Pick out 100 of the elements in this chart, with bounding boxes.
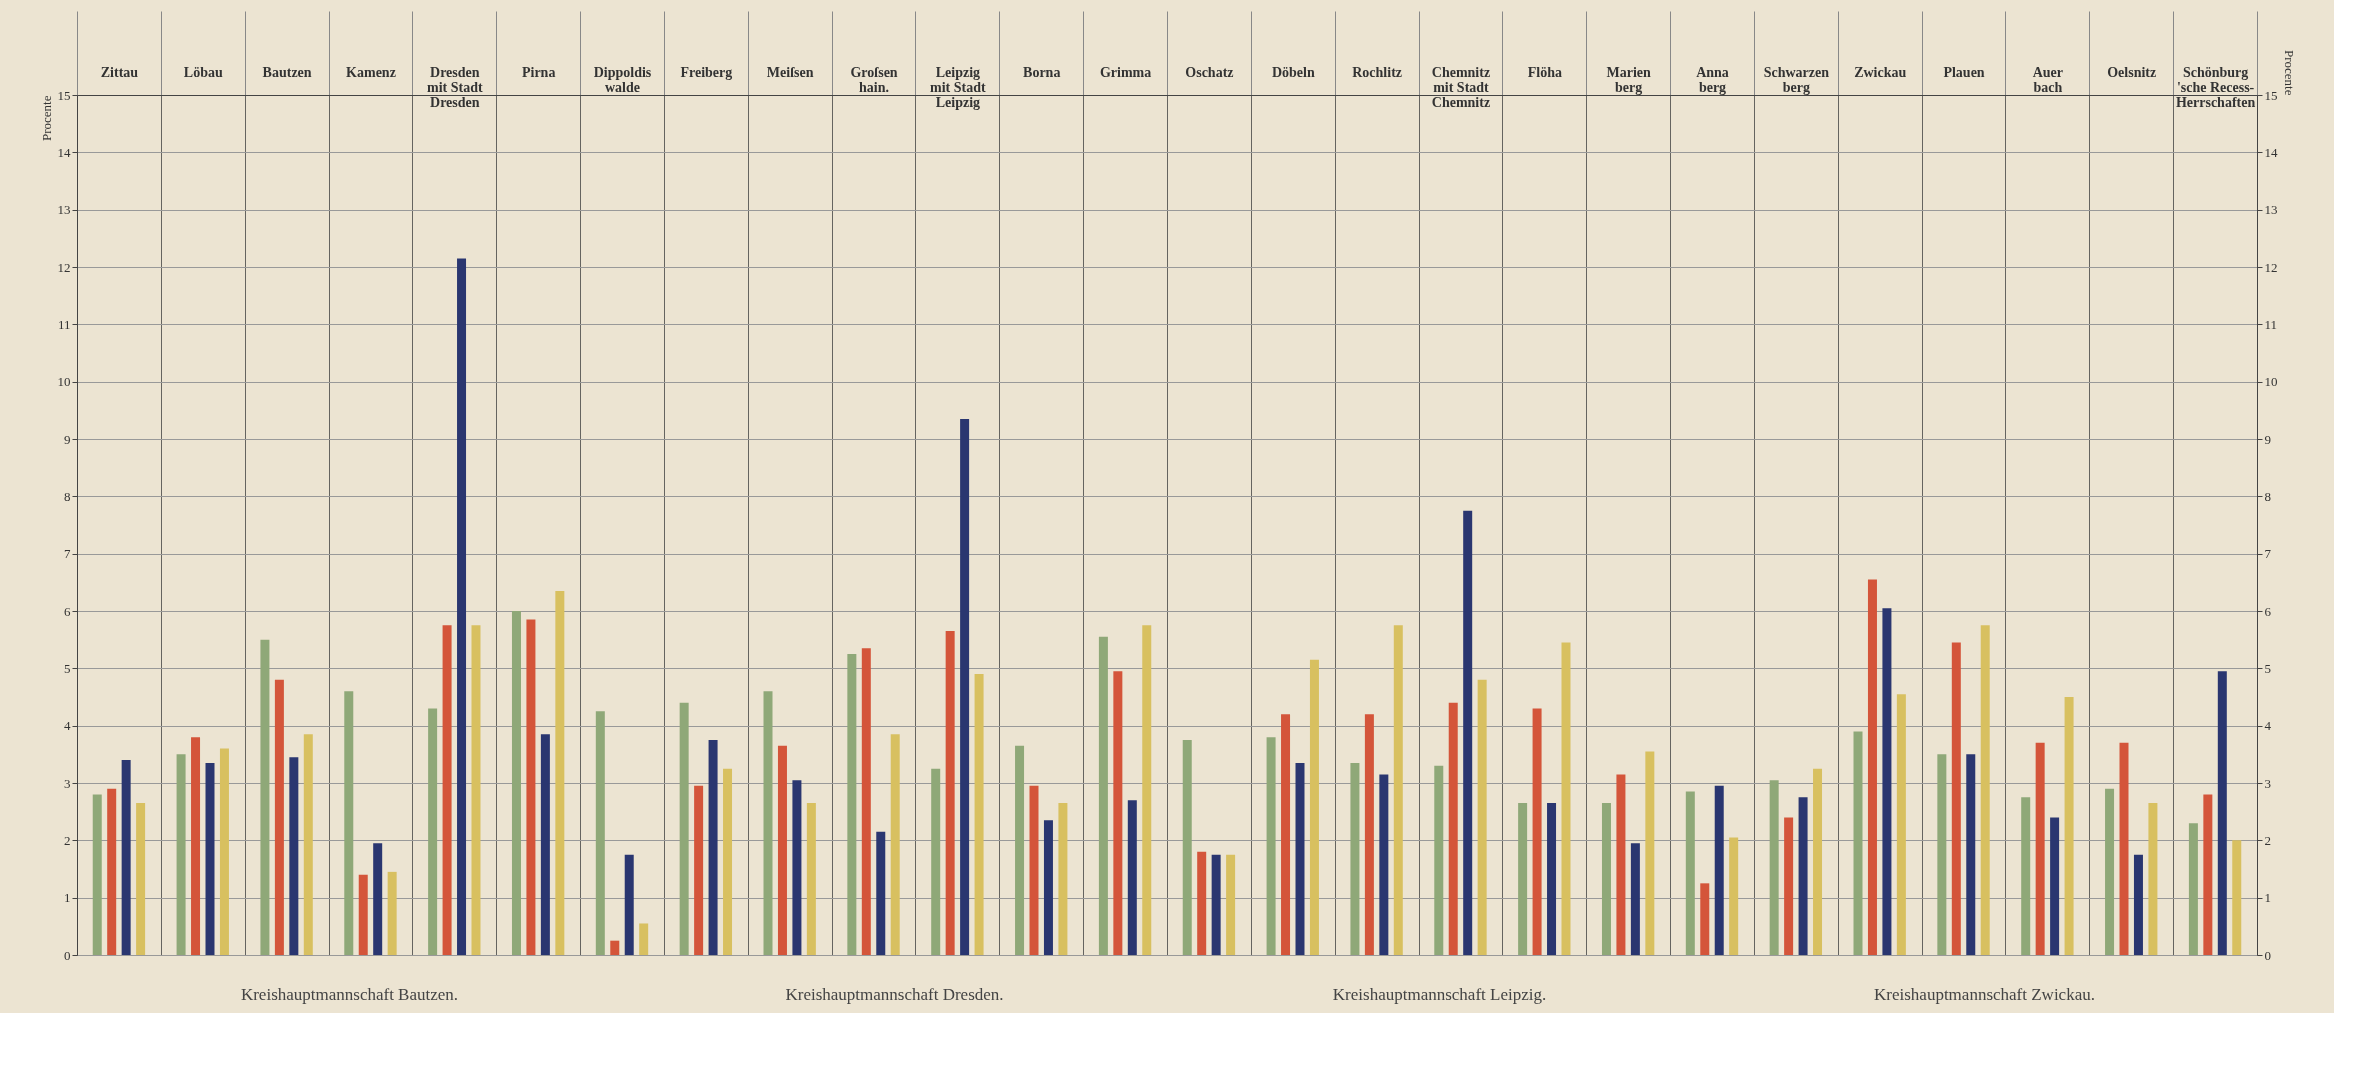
y2-tick-label: 7	[2264, 546, 2272, 562]
bar	[2217, 671, 2227, 955]
y-tick-label: 8	[64, 488, 71, 504]
bar	[2105, 788, 2115, 955]
y-tick-label: 0	[64, 947, 71, 963]
bar	[1029, 785, 1039, 955]
bar	[1518, 803, 1528, 955]
text: Kreishauptmannschaft Dresden.	[785, 985, 1004, 1004]
bar	[792, 780, 802, 955]
text: Kreishauptmannschaft Leipzig.	[1332, 985, 1547, 1004]
y2-tick-label: 12	[2264, 259, 2278, 275]
x-tick-label: Freiberg	[680, 64, 733, 80]
y2-tick-label: 3	[2264, 775, 2271, 791]
bar	[1463, 510, 1473, 955]
x-tick-label: Dresden mit Stadt Dresden	[427, 64, 483, 110]
x-tick-label: Schönburg 'sche Recess- Herrschaften	[2175, 64, 2256, 110]
y2-tick-label: 9	[2264, 431, 2271, 447]
bar	[679, 702, 689, 955]
x-tick-label: Oschatz	[1185, 64, 1234, 80]
bar	[1015, 745, 1025, 955]
bar	[260, 639, 270, 955]
x-tick-label: Grimma	[1099, 64, 1152, 80]
y2-tick-label: 1	[2264, 890, 2271, 906]
x-tick-label: Meiſsen	[766, 64, 814, 80]
bar	[639, 923, 649, 955]
bar	[1364, 714, 1374, 955]
bar	[1266, 737, 1276, 955]
x-tick-label: Pirna	[521, 64, 556, 80]
x-tick-label: Kamenz	[346, 64, 396, 80]
bar	[274, 679, 284, 955]
bar	[457, 258, 467, 955]
bar	[1798, 797, 1808, 955]
y-tick-label: 11	[57, 316, 71, 332]
y-tick-label: 6	[64, 603, 71, 619]
bar	[1477, 679, 1487, 955]
bar	[960, 418, 970, 955]
bar	[303, 734, 313, 955]
bar	[2232, 840, 2242, 955]
bar	[555, 590, 565, 955]
bar	[1058, 803, 1068, 955]
x-tick-label: Marien berg	[1606, 64, 1652, 95]
bar	[2035, 742, 2045, 955]
bar	[595, 711, 605, 955]
bar	[974, 674, 984, 955]
x-tick-label: Zittau	[100, 64, 139, 80]
text: Kreishauptmannschaft Bautzen.	[240, 985, 459, 1004]
bar	[1966, 754, 1976, 955]
y-tick-label: 4	[64, 718, 71, 734]
bar	[121, 760, 131, 955]
bar	[708, 740, 718, 955]
x-tick-label: Groſsen hain.	[850, 64, 898, 95]
bar	[2050, 817, 2060, 955]
bar	[777, 745, 787, 955]
bar	[1616, 774, 1626, 955]
x-tick-label: Döbeln	[1271, 64, 1315, 80]
bar	[1700, 883, 1710, 955]
y2-tick-label: 2	[2264, 832, 2271, 848]
bar	[1197, 851, 1207, 955]
bar	[876, 831, 886, 955]
bar	[931, 768, 941, 955]
bar	[2021, 797, 2031, 955]
y2-tick-label: 11	[2264, 316, 2278, 332]
bar	[373, 843, 383, 955]
x-tick-label: Leipzig mit Stadt Leipzig	[930, 64, 987, 110]
bar	[219, 748, 229, 955]
bar	[1098, 636, 1108, 955]
bar	[1142, 625, 1152, 955]
bar	[428, 708, 438, 955]
bar	[2119, 742, 2129, 955]
bar	[471, 625, 481, 955]
bar	[344, 691, 354, 955]
bar	[1532, 708, 1542, 955]
bar	[1127, 800, 1137, 955]
bar	[1393, 625, 1403, 955]
bar	[945, 631, 955, 955]
y2-tick-label: 14	[2264, 144, 2278, 160]
bar	[2188, 823, 2198, 955]
bar	[1561, 642, 1571, 955]
y2-tick-label: 10	[2264, 374, 2278, 390]
y-tick-label: 3	[64, 775, 71, 791]
bar	[1882, 608, 1892, 955]
bar	[1601, 803, 1611, 955]
y-tick-label: 9	[64, 431, 71, 447]
y-tick-label: 2	[64, 832, 71, 848]
bar	[205, 762, 215, 955]
y2-tick-label: 5	[2264, 660, 2271, 676]
bar	[387, 871, 397, 955]
y2-tick-label: 8	[2264, 488, 2271, 504]
bar	[191, 737, 201, 955]
x-tick-label: Chemnitz mit Stadt Chemnitz	[1431, 64, 1491, 110]
bar	[1769, 780, 1779, 955]
bar	[1448, 702, 1458, 955]
bar	[1630, 843, 1640, 955]
bar	[723, 768, 733, 955]
x-tick-label: Anna berg	[1696, 64, 1729, 95]
y-tick-label: 15	[57, 87, 71, 103]
y-axis-title: Procente	[38, 95, 54, 141]
bar	[1853, 731, 1863, 955]
bar	[1896, 694, 1906, 955]
bar	[92, 794, 102, 955]
